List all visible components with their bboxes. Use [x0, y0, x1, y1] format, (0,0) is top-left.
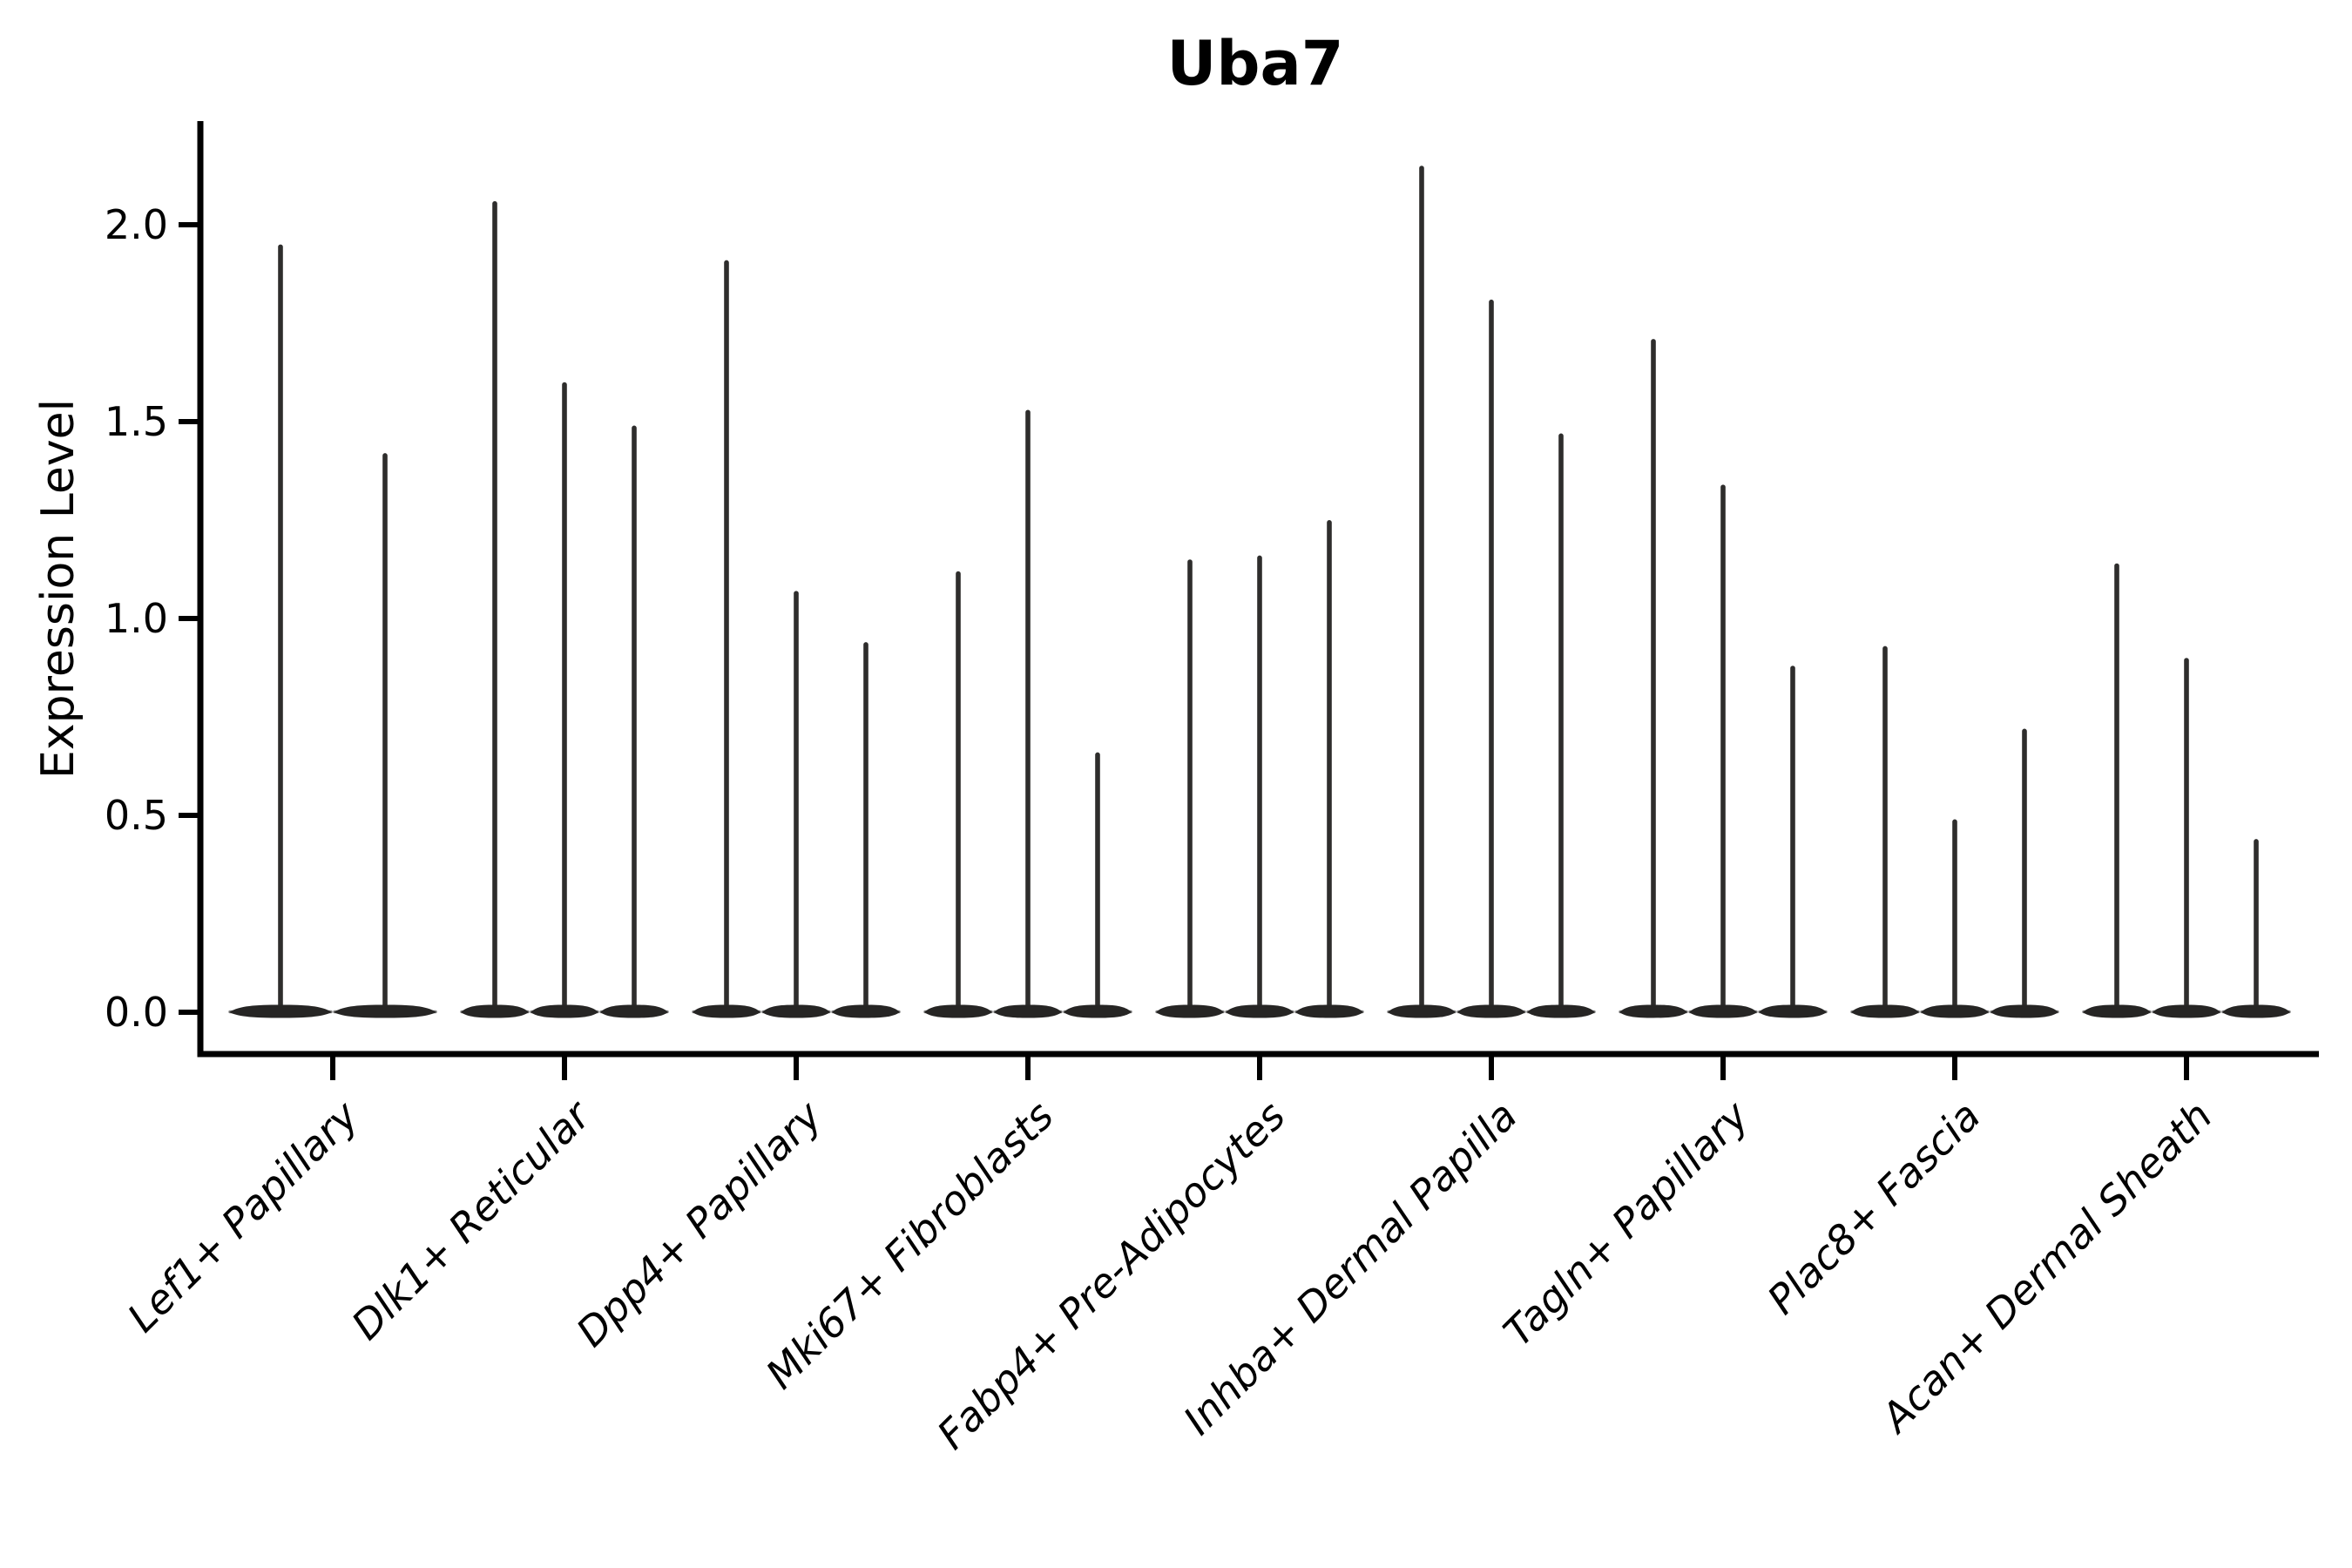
violin-body — [693, 1004, 760, 1018]
violin-spike — [1882, 645, 1888, 1016]
violin-body — [1295, 1004, 1363, 1018]
violin-body — [334, 1004, 436, 1018]
violin-spike — [2114, 563, 2119, 1016]
violin-spike — [1419, 166, 1424, 1016]
violin-spike — [956, 571, 961, 1016]
violin-spike — [1025, 409, 1031, 1016]
y-tick-label: 1.0 — [105, 595, 168, 642]
violin-spike — [382, 453, 388, 1016]
violin-spike — [794, 591, 799, 1016]
violin-group — [228, 244, 437, 1018]
violin-spike — [1558, 433, 1564, 1016]
violin-spike — [1489, 299, 1494, 1016]
violins-layer — [228, 166, 2291, 1018]
violin-body — [600, 1004, 668, 1018]
violin-group — [923, 409, 1132, 1018]
y-tick-label: 1.5 — [105, 398, 168, 445]
y-tick-label: 2.0 — [105, 201, 168, 248]
violin-body — [2083, 1004, 2151, 1018]
violin-group — [1619, 339, 1828, 1018]
violin-body — [2153, 1004, 2220, 1018]
violin-body — [1457, 1004, 1525, 1018]
violin-body — [1226, 1004, 1294, 1018]
violin-body — [1921, 1004, 1989, 1018]
violin-body — [994, 1004, 1062, 1018]
violin-body — [762, 1004, 830, 1018]
violin-body — [2222, 1004, 2290, 1018]
violin-group — [1850, 645, 2059, 1018]
violin-body — [461, 1004, 529, 1018]
y-axis-label: Expression Level — [32, 399, 84, 779]
violin-spike — [2254, 839, 2259, 1016]
violin-body — [1064, 1004, 1132, 1018]
violin-spike — [724, 260, 729, 1016]
violin-spike — [2184, 658, 2189, 1016]
violin-group — [1387, 166, 1596, 1018]
violin-body — [1759, 1004, 1827, 1018]
violin-spike — [492, 200, 497, 1016]
violin-spike — [632, 425, 637, 1016]
violin-body — [531, 1004, 598, 1018]
violin-spike — [863, 642, 868, 1016]
violin-spike — [2022, 728, 2027, 1016]
y-tick-label: 0.0 — [105, 989, 168, 1036]
violin-body — [924, 1004, 992, 1018]
violin-spike — [1327, 520, 1332, 1016]
violin-body — [1619, 1004, 1687, 1018]
violin-body — [229, 1004, 332, 1018]
violin-body — [1689, 1004, 1757, 1018]
violin-spike — [1790, 666, 1795, 1016]
violin-spike — [278, 244, 283, 1017]
violin-body — [1388, 1004, 1456, 1018]
chart-title: Uba7 — [1167, 28, 1344, 99]
violin-spike — [1720, 484, 1726, 1016]
violin-group — [692, 260, 901, 1018]
violin-spike — [1095, 752, 1100, 1016]
violin-spike — [1651, 339, 1656, 1017]
violin-group — [460, 200, 669, 1018]
y-tick-label: 0.5 — [105, 792, 168, 839]
violin-spike — [1187, 559, 1193, 1016]
violin-group — [1155, 520, 1364, 1018]
violin-body — [1851, 1004, 1919, 1018]
violin-body — [832, 1004, 900, 1018]
violin-body — [1990, 1004, 2058, 1018]
violin-group — [2082, 563, 2291, 1018]
violin-body — [1527, 1004, 1595, 1018]
violin-spike — [1952, 819, 1957, 1016]
violin-body — [1156, 1004, 1224, 1018]
y-axis-ticks-layer: 0.0 0.5 1.0 1.5 2.0 — [105, 201, 198, 1036]
violin-spike — [1257, 555, 1262, 1016]
violin-spike — [562, 382, 567, 1016]
